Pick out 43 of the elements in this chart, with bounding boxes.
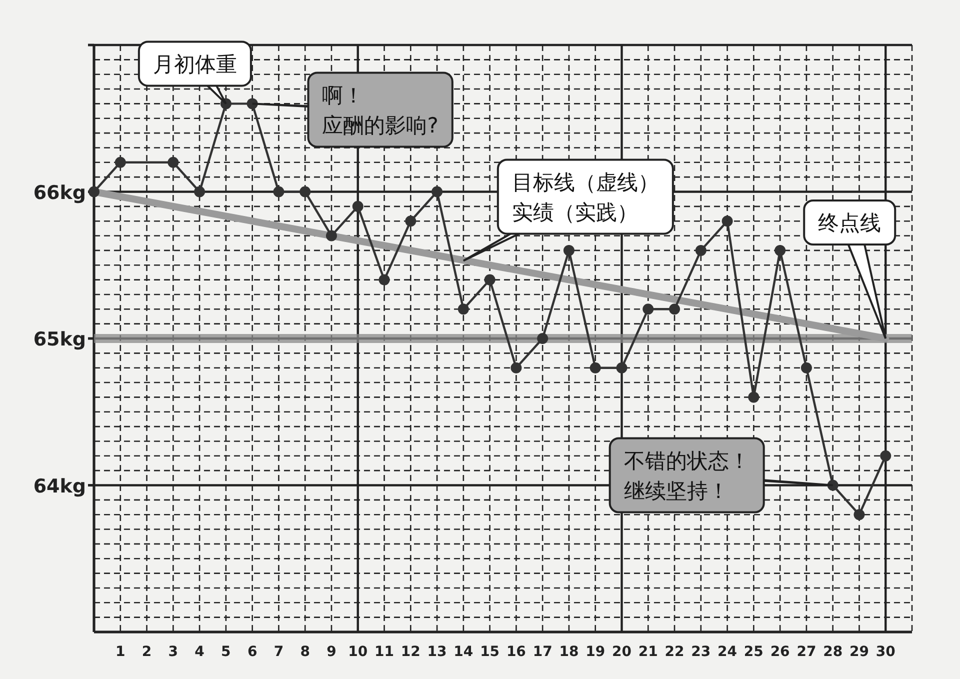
x-tick-label: 4	[194, 644, 205, 660]
x-tick-label: 14	[454, 644, 474, 660]
annotation: 终点线	[818, 211, 882, 236]
x-tick-label: 13	[427, 644, 447, 660]
x-tick-label: 26	[770, 644, 790, 660]
annotation: 目标线（虚线）实绩（实践）	[512, 170, 659, 224]
x-tick-label: 28	[823, 644, 843, 660]
annotation: 月初体重	[152, 52, 237, 76]
x-tick-label: 16	[506, 644, 526, 660]
x-tick-label: 5	[221, 644, 231, 660]
x-tick-label: 18	[559, 644, 579, 660]
x-tick-label: 2	[142, 644, 152, 660]
x-tick-label: 17	[532, 644, 552, 660]
annotation: 啊！应酬的影响?	[322, 83, 438, 138]
y-tick-label: 64kg	[33, 475, 86, 498]
y-tick-label: 65kg	[33, 328, 86, 350]
annotation: 不错的状态！继续坚持！	[608, 437, 834, 514]
x-tick-label: 8	[300, 644, 310, 660]
x-tick-label: 10	[348, 644, 368, 660]
x-tick-label: 12	[400, 644, 420, 660]
x-tick-label: 1	[116, 644, 126, 660]
x-tick-label: 29	[849, 644, 869, 660]
x-tick-label: 25	[744, 644, 764, 660]
x-tick-label: 9	[326, 644, 336, 660]
x-tick-label: 20	[612, 644, 632, 660]
x-tick-label: 30	[876, 644, 896, 660]
annotation: 不错的状态！继续坚持！	[624, 448, 750, 503]
x-tick-label: 27	[796, 644, 816, 660]
annotation: 月初体重	[138, 40, 252, 105]
x-tick-label: 7	[274, 644, 284, 660]
annotation: 目标线（虚线）实绩（实践）	[462, 158, 674, 262]
x-tick-label: 15	[480, 644, 500, 660]
x-tick-label: 19	[586, 644, 606, 660]
y-tick-label: 66kg	[33, 182, 86, 204]
x-tick-label: 22	[664, 644, 684, 660]
annotation: 啊！应酬的影响?	[251, 72, 454, 148]
x-tick-label: 24	[718, 644, 738, 660]
annotation: 终点线	[803, 200, 896, 340]
x-tick-label: 11	[374, 644, 394, 660]
x-tick-label: 23	[691, 644, 711, 660]
x-tick-label: 21	[638, 644, 658, 660]
x-tick-label: 6	[247, 644, 258, 660]
x-tick-label: 3	[168, 644, 178, 660]
